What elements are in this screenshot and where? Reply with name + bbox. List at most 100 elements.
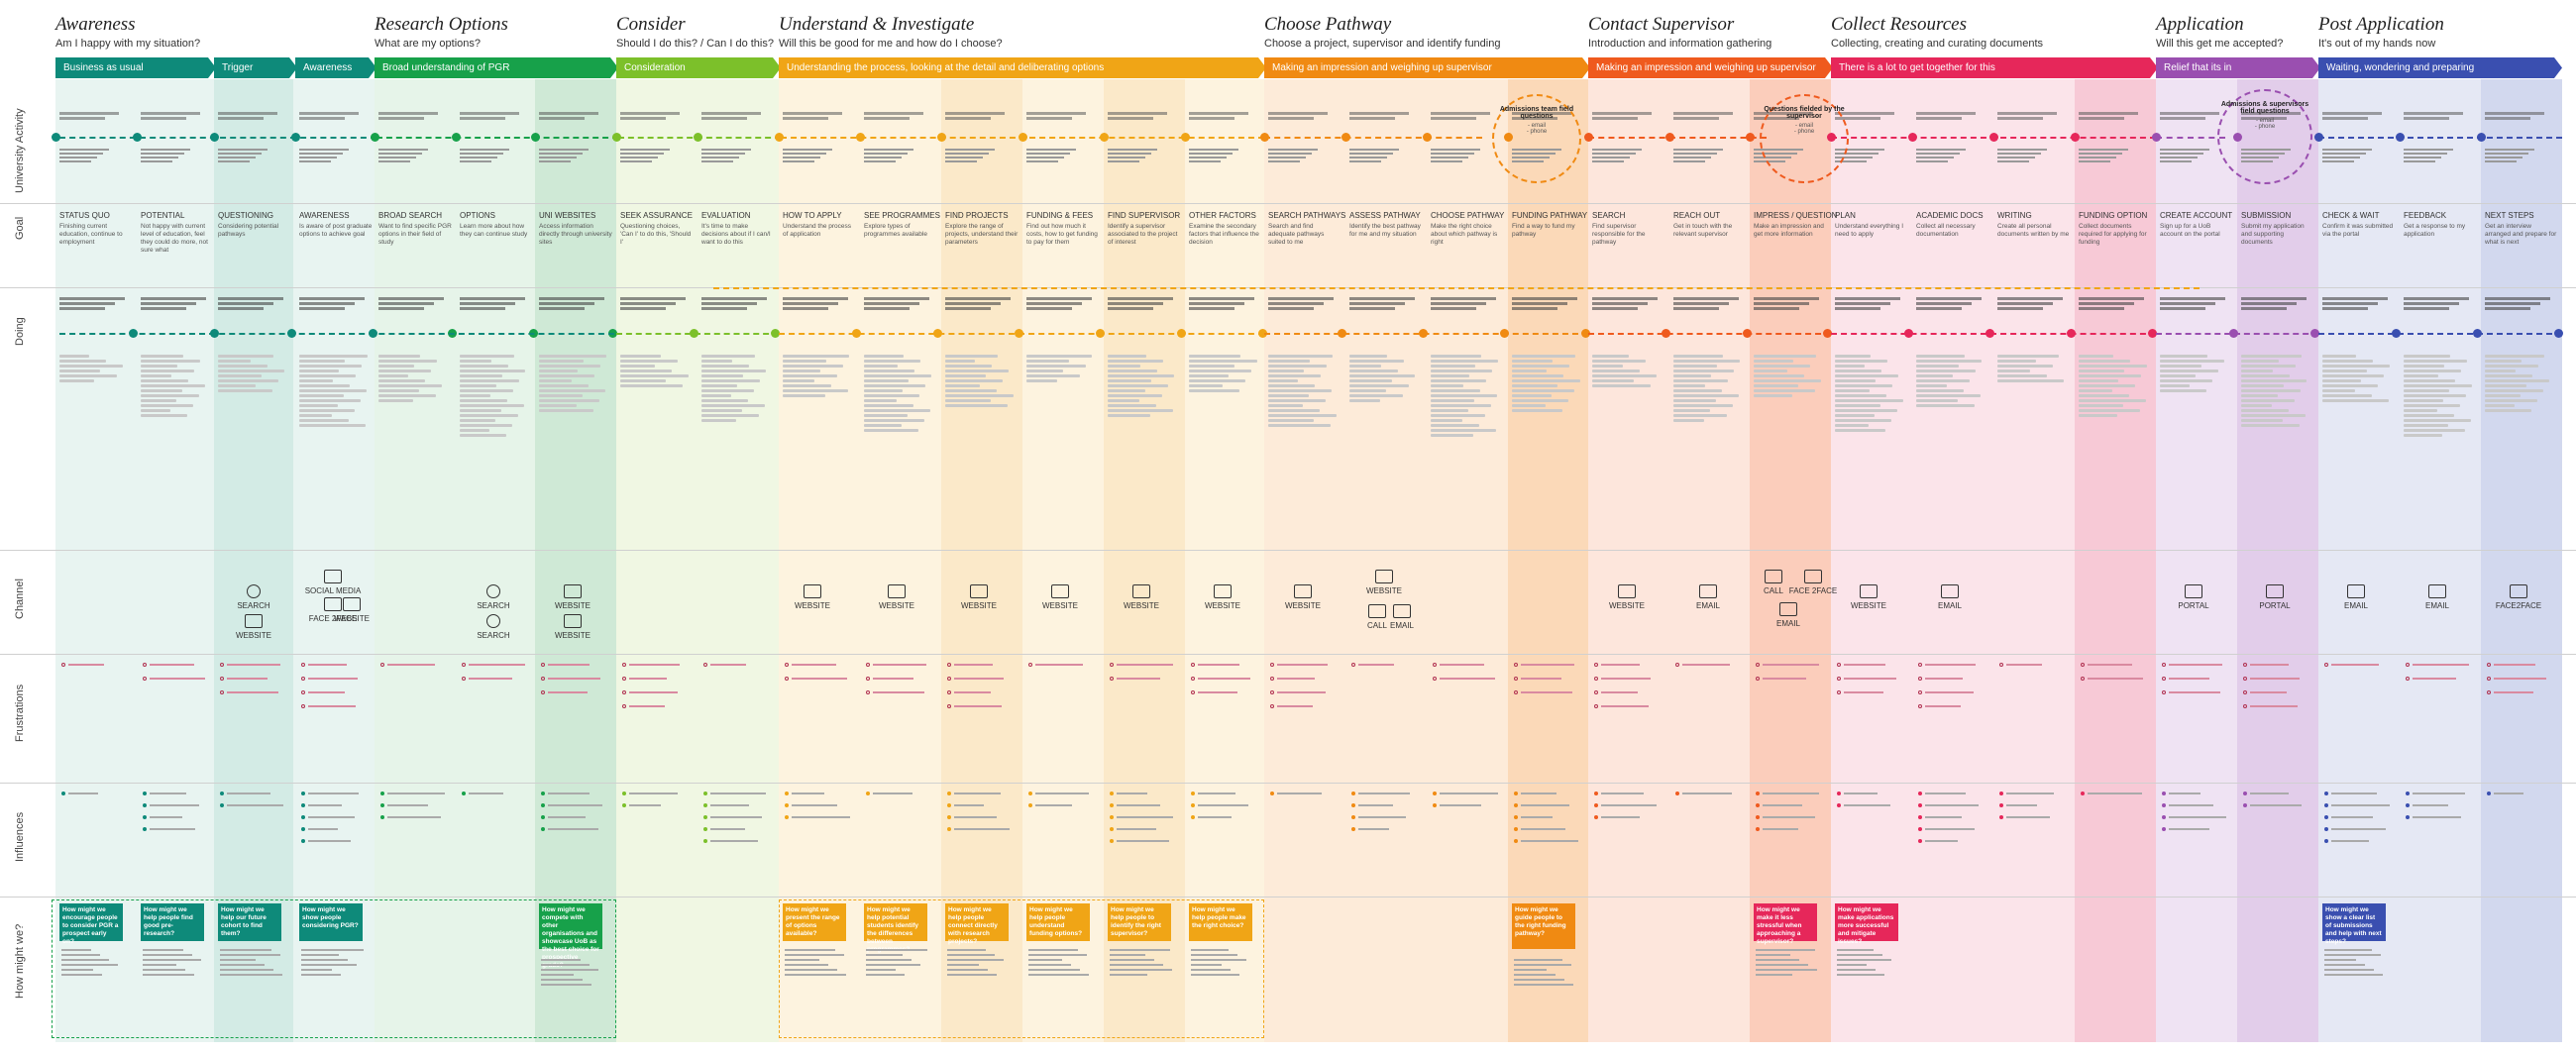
text-line	[1108, 404, 1156, 407]
text-line	[1916, 379, 1970, 382]
text-line	[2241, 399, 2295, 402]
doing-heading	[2241, 295, 2312, 312]
frustration-item	[1999, 662, 2065, 669]
text-line	[2079, 379, 2118, 382]
text-line	[1756, 959, 1799, 961]
text-line	[1916, 384, 1947, 387]
frustration-bullet-icon	[1270, 689, 1274, 694]
influence-bullet-icon	[1514, 826, 1518, 831]
influence-bullet-icon	[1837, 802, 1841, 807]
text-line	[2404, 360, 2467, 363]
text-line	[1835, 365, 1865, 368]
text-line	[1349, 370, 1398, 372]
text-line	[1189, 297, 1254, 300]
text-line	[1521, 839, 1578, 842]
text-line	[1673, 160, 1705, 162]
frustration-item	[1514, 689, 1579, 696]
text-line	[2079, 384, 2135, 387]
text-line	[1835, 394, 1886, 397]
influence-item	[1999, 802, 2065, 809]
channel-label: WEBSITE	[1365, 586, 1402, 595]
channel-item: EMAIL	[1759, 602, 1818, 629]
text-line	[2079, 365, 2147, 368]
text-line	[864, 404, 913, 407]
text-line	[864, 414, 908, 417]
doing-details	[378, 353, 450, 541]
text-line	[945, 117, 991, 120]
frustration-item	[220, 689, 285, 696]
text-line	[548, 663, 590, 666]
frustration-bullet-icon	[1191, 676, 1195, 681]
stage-label: CREATE ACCOUNT	[2160, 211, 2233, 220]
text-line	[945, 355, 998, 358]
text-line	[701, 370, 766, 372]
activity-list	[1189, 147, 1256, 164]
text-line	[1514, 959, 1562, 961]
influence-item	[1999, 814, 2065, 821]
text-line	[378, 157, 416, 158]
channel-label: SOCIAL MEDIA	[304, 586, 362, 595]
text-line	[299, 424, 366, 427]
text-line	[2160, 389, 2206, 392]
influence-bullet-icon	[143, 791, 147, 795]
frustration-item	[2487, 676, 2552, 683]
text-line	[308, 803, 342, 806]
frustration-bullet-icon	[61, 662, 65, 667]
influence-item	[2324, 838, 2390, 845]
text-line	[701, 149, 751, 151]
text-line	[1191, 954, 1237, 956]
text-line	[1512, 394, 1552, 397]
frustration-bullet-icon	[1837, 689, 1841, 694]
channel-item: WEBSITE	[322, 597, 381, 624]
text-line	[1026, 302, 1082, 305]
doing-line	[1588, 333, 1831, 335]
text-line	[2413, 792, 2465, 794]
influence-bullet-icon	[1110, 814, 1114, 819]
text-line	[954, 677, 1004, 680]
text-line	[61, 964, 118, 966]
text-line	[61, 959, 109, 961]
channel-item: FACE2FACE	[2489, 584, 2548, 611]
frustration-item	[622, 676, 688, 683]
text-line	[710, 792, 766, 794]
text-line	[220, 959, 256, 961]
hmw-notes	[220, 946, 285, 979]
text-line	[1191, 969, 1231, 971]
stage-label: BROAD SEARCH	[378, 211, 443, 220]
text-line	[220, 969, 273, 971]
frustration-item	[947, 689, 1013, 696]
text-line	[387, 803, 428, 806]
stage-label: UNI WEBSITES	[539, 211, 596, 220]
activity-note	[701, 110, 769, 122]
text-line	[1521, 803, 1569, 806]
influence-bullet-icon	[1110, 791, 1114, 795]
influence-item	[1028, 791, 1094, 797]
influence-item	[622, 791, 688, 797]
activity-note	[378, 110, 446, 122]
text-line	[954, 690, 991, 693]
website-icon	[804, 584, 821, 598]
text-line	[1431, 160, 1462, 162]
text-line	[1844, 803, 1890, 806]
text-line	[1431, 157, 1468, 158]
influence-item	[301, 814, 367, 821]
doing-details	[299, 353, 371, 541]
text-line	[1763, 663, 1819, 666]
influence-bullet-icon	[2081, 791, 2085, 795]
text-line	[1925, 704, 1961, 707]
influence-item	[1110, 802, 1175, 809]
stage-goal: Get an interview arranged and prepare fo…	[2485, 223, 2557, 246]
text-line	[1673, 404, 1733, 407]
doing-details	[620, 353, 692, 541]
influence-bullet-icon	[703, 802, 707, 807]
text-line	[2404, 394, 2466, 397]
influence-item	[2324, 826, 2390, 833]
frustration-item	[622, 689, 688, 696]
text-line	[2331, 815, 2373, 818]
hmw-card: How might we compete with other organisa…	[539, 903, 602, 969]
text-line	[1268, 302, 1324, 305]
text-line	[864, 389, 903, 392]
text-line	[864, 355, 904, 358]
text-line	[1835, 355, 1871, 358]
channel-item: EMAIL	[1372, 604, 1432, 631]
